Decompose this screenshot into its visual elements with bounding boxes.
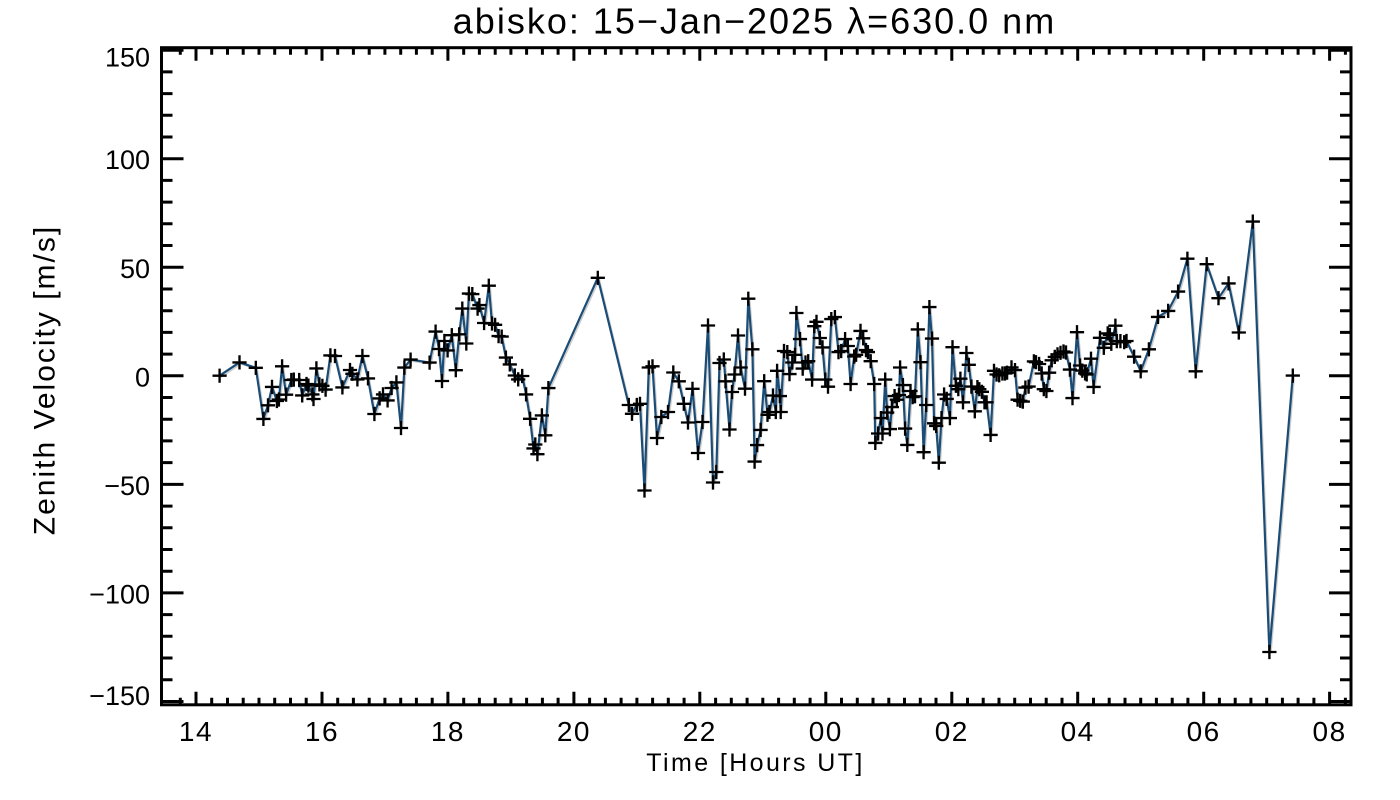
svg-text:20: 20 xyxy=(557,716,591,747)
svg-text:−100: −100 xyxy=(89,579,150,609)
svg-text:−50: −50 xyxy=(104,471,150,501)
svg-text:02: 02 xyxy=(935,716,969,747)
svg-text:06: 06 xyxy=(1187,716,1221,747)
svg-text:08: 08 xyxy=(1313,716,1347,747)
svg-text:50: 50 xyxy=(120,254,150,284)
svg-text:04: 04 xyxy=(1061,716,1095,747)
svg-text:22: 22 xyxy=(683,716,717,747)
svg-text:18: 18 xyxy=(431,716,465,747)
svg-text:16: 16 xyxy=(305,716,339,747)
svg-text:0: 0 xyxy=(135,362,150,392)
svg-text:abisko: 15−Jan−2025 λ=630.0 nm: abisko: 15−Jan−2025 λ=630.0 nm xyxy=(453,1,1056,42)
svg-text:00: 00 xyxy=(809,716,843,747)
svg-text:Zenith Velocity [m/s]: Zenith Velocity [m/s] xyxy=(29,225,62,535)
svg-text:14: 14 xyxy=(179,716,213,747)
svg-text:150: 150 xyxy=(105,42,150,72)
svg-text:−150: −150 xyxy=(89,681,150,711)
svg-text:Time [Hours UT]: Time [Hours UT] xyxy=(646,749,864,777)
svg-text:100: 100 xyxy=(105,145,150,175)
